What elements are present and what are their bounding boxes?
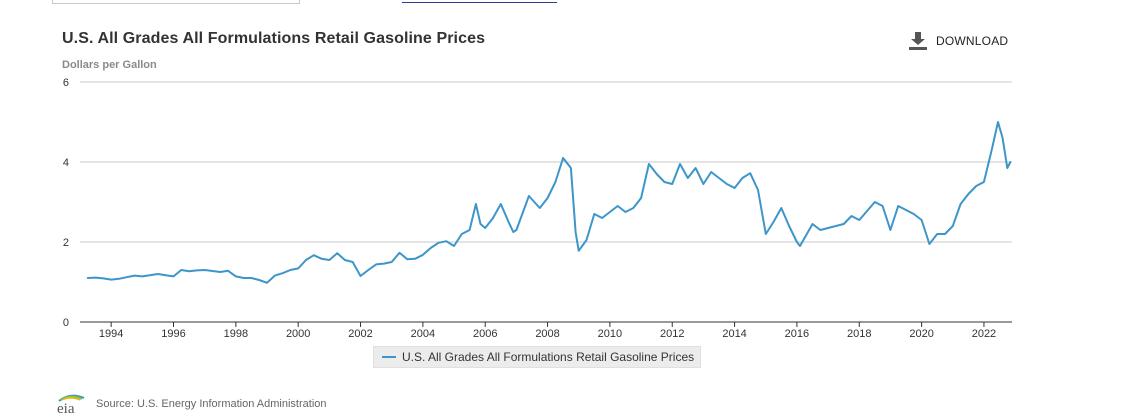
x-tick-label-2004: 2004 [411, 328, 435, 340]
x-tick-label-2006: 2006 [473, 328, 497, 340]
y-tick-label-0: 0 [63, 317, 69, 329]
source-text: Source: U.S. Energy Information Administ… [96, 398, 327, 410]
source-footer: eia Source: U.S. Energy Information Admi… [56, 392, 327, 414]
x-tick-label-1996: 1996 [161, 328, 185, 340]
x-tick-label-2012: 2012 [660, 328, 684, 340]
download-button[interactable]: DOWNLOAD [908, 32, 1008, 50]
x-tick-label-2022: 2022 [972, 328, 996, 340]
x-tick-label-2000: 2000 [286, 328, 310, 340]
x-tick-label-2014: 2014 [722, 328, 746, 340]
y-tick-label-2: 2 [63, 237, 69, 249]
y-tick-label-6: 6 [63, 77, 69, 89]
x-tick-label-1994: 1994 [99, 328, 123, 340]
chart-title: U.S. All Grades All Formulations Retail … [62, 30, 486, 47]
y-axis-unit-label: Dollars per Gallon [62, 59, 157, 71]
x-tick-label-2018: 2018 [847, 328, 871, 340]
legend-label: U.S. All Grades All Formulations Retail … [402, 350, 695, 364]
eia-logo-text: eia [57, 401, 75, 414]
search-input-remnant[interactable] [52, 0, 300, 4]
x-tick-label-2010: 2010 [598, 328, 622, 340]
x-tick-label-2008: 2008 [535, 328, 559, 340]
top-link-remnant[interactable] [402, 0, 557, 3]
x-tick-label-2020: 2020 [909, 328, 933, 340]
legend-swatch [382, 356, 396, 358]
download-label: DOWNLOAD [936, 34, 1009, 48]
y-tick-label-4: 4 [63, 157, 69, 169]
series-line-0 [86, 121, 1012, 284]
x-tick-label-2016: 2016 [785, 328, 809, 340]
x-tick-label-2002: 2002 [348, 328, 372, 340]
x-tick-label-1998: 1998 [224, 328, 248, 340]
download-icon [909, 32, 927, 50]
eia-logo-icon: eia [57, 394, 85, 414]
legend-item[interactable]: U.S. All Grades All Formulations Retail … [373, 346, 701, 368]
